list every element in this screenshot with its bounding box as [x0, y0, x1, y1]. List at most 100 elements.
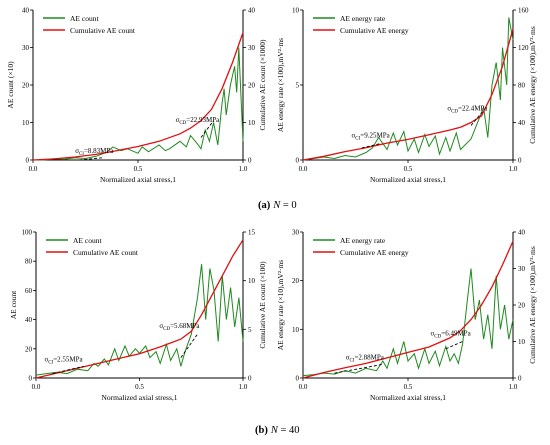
y-left-axis-label: AE energy rate (×10),mV²·ms — [276, 260, 285, 351]
x-tick-label: 0.5 — [404, 383, 413, 391]
y-right-tick-label: 15 — [248, 229, 256, 237]
annotation-value: =2.88MPa — [354, 353, 384, 361]
annotation-subscript: CD — [163, 327, 170, 332]
annotation-value: =2.55MPa — [53, 355, 83, 363]
y-left-tick-label: 20 — [25, 345, 33, 353]
caption-b-label: (b) — [255, 425, 268, 436]
x-tick-label: 0.0 — [29, 165, 38, 173]
y-right-axis-label: Cumulative AE count (×100) — [258, 261, 267, 349]
threshold-dash-line — [445, 341, 463, 350]
series-ae-energy-rate — [302, 268, 514, 377]
y-right-tick-label: 10 — [518, 338, 526, 346]
threshold-annotation: σCD=6.49MPa — [431, 330, 472, 340]
annotation-value: =8.83MPa — [84, 147, 114, 155]
series-cumulative-ae-count — [32, 32, 244, 161]
x-tick-label: 1.0 — [509, 383, 518, 391]
series-ae-energy-rate — [302, 17, 514, 161]
caption-a: (a) N = 0 — [258, 200, 297, 211]
y-right-tick-label: 120 — [518, 44, 529, 52]
y-left-tick-label: 10 — [292, 7, 300, 15]
caption-a-label: (a) — [258, 200, 271, 211]
x-tick-label: 1.0 — [239, 383, 248, 391]
x-tick-label: 0.5 — [404, 165, 413, 173]
threshold-annotation: σCD=22.93MPa — [176, 116, 221, 126]
y-left-tick-label: 0 — [29, 375, 33, 383]
y-right-tick-label: 0 — [248, 157, 252, 165]
y-left-axis-label: AE count (×10) — [6, 61, 15, 109]
y-right-tick-label: 40 — [248, 7, 256, 15]
y-left-tick-label: 5 — [296, 82, 300, 90]
caption-a-var: N — [272, 200, 281, 211]
x-tick-label: 1.0 — [509, 165, 518, 173]
legend-label: AE energy rate — [340, 236, 386, 245]
threshold-annotation: σCI=2.88MPa — [346, 353, 385, 363]
y-left-tick-label: 20 — [292, 277, 300, 285]
y-left-tick-label: 100 — [22, 229, 33, 237]
y-left-tick-label: 10 — [22, 119, 30, 127]
x-tick-label: 1.0 — [239, 165, 248, 173]
y-right-tick-label: 80 — [518, 82, 526, 90]
x-axis-label: Normalized axial stress,1 — [370, 175, 446, 184]
x-tick-label: 0.0 — [299, 383, 308, 391]
x-tick-label: 0.0 — [32, 383, 41, 391]
annotation-sigma: σ — [44, 355, 48, 363]
annotation-sigma: σ — [431, 330, 435, 338]
y-right-tick-label: 20 — [518, 302, 526, 310]
y-left-tick-label: 20 — [22, 82, 30, 90]
caption-b-value: = 40 — [278, 425, 300, 436]
caption-b: (b) N = 40 — [255, 425, 300, 436]
annotation-sigma: σ — [447, 105, 451, 113]
x-axis-label: Normalized axial stress,1 — [101, 393, 177, 402]
legend-label: AE count — [73, 236, 102, 245]
y-left-tick-label: 30 — [22, 44, 30, 52]
threshold-dash-line — [470, 110, 484, 126]
legend-label: Cumulative AE energy — [340, 26, 409, 35]
annotation-sigma: σ — [75, 147, 79, 155]
y-left-tick-label: 80 — [25, 258, 33, 266]
y-left-tick-label: 40 — [25, 316, 33, 324]
annotation-value: =6.49MPa — [441, 330, 471, 338]
y-right-axis-label: Cumulative AE energy (×100),mV²·ms — [528, 246, 537, 364]
x-tick-label: 0.5 — [134, 165, 143, 173]
annotation-value: =9.25MPa — [360, 132, 390, 140]
legend-label: Cumulative AE count — [73, 248, 139, 257]
threshold-dash-line — [200, 120, 214, 138]
annotation-value: =22.4MPa — [458, 105, 488, 113]
y-left-tick-label: 30 — [292, 229, 300, 237]
series-cumulative-ae-energy — [302, 240, 514, 379]
y-right-tick-label: 0 — [518, 157, 522, 165]
y-left-axis-label: AE energy rate (×100),mV²·ms — [276, 38, 285, 132]
y-right-tick-label: 10 — [248, 277, 256, 285]
annotation-sigma: σ — [351, 132, 355, 140]
y-right-tick-label: 5 — [248, 326, 252, 334]
x-tick-label: 0.0 — [299, 165, 308, 173]
annotation-value: =22.93MPa — [186, 116, 220, 124]
y-left-axis-label: AE count — [9, 290, 18, 319]
threshold-dash-line — [361, 143, 381, 149]
caption-b-var: N — [270, 425, 279, 436]
series-cumulative-ae-count — [35, 239, 244, 379]
y-left-tick-label: 40 — [22, 7, 30, 15]
threshold-annotation: σCD=22.4MPa — [447, 105, 488, 115]
annotation-value: =5.68MPa — [170, 322, 200, 330]
y-right-tick-label: 40 — [518, 229, 526, 237]
threshold-annotation: σCI=9.25MPa — [351, 132, 390, 142]
y-left-tick-label: 0 — [296, 375, 300, 383]
annotation-subscript: CI — [355, 137, 360, 142]
annotation-subscript: CI — [48, 360, 53, 365]
threshold-annotation: σCI=8.83MPa — [75, 147, 114, 157]
y-right-axis-label: Cumulative AE count (×1000) — [258, 39, 267, 131]
y-right-tick-label: 10 — [248, 119, 256, 127]
threshold-dash-line — [52, 365, 84, 375]
y-right-axis-label: Cumulative AE energy (×100),mV²·ms — [528, 26, 537, 144]
y-left-tick-label: 60 — [25, 287, 33, 295]
annotation-subscript: CD — [434, 335, 441, 340]
x-axis-label: Normalized axial stress,1 — [100, 175, 176, 184]
legend-label: Cumulative AE count — [70, 26, 136, 35]
y-right-tick-label: 30 — [248, 44, 256, 52]
